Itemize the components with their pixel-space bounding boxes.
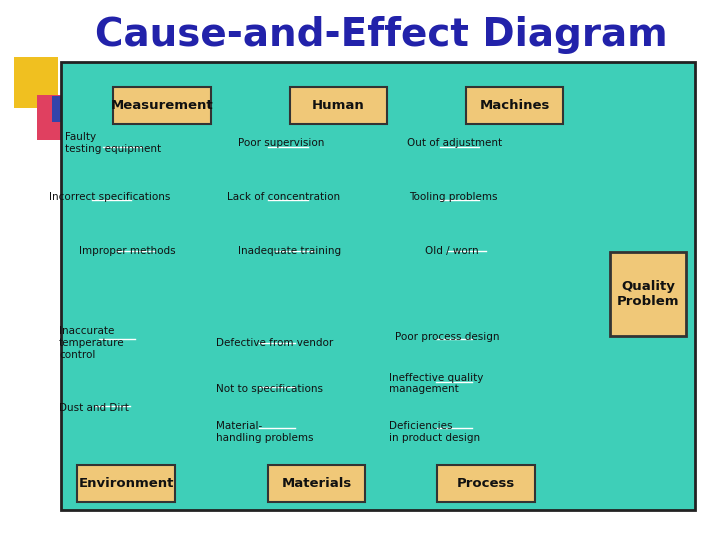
Text: Old / worn: Old / worn [425, 246, 478, 256]
Text: Faulty
testing equipment: Faulty testing equipment [65, 132, 161, 154]
Text: Machines: Machines [480, 99, 550, 112]
Text: Tooling problems: Tooling problems [409, 192, 498, 202]
Text: Ineffective quality
management: Ineffective quality management [389, 373, 483, 394]
Text: Dust and Dirt: Dust and Dirt [59, 403, 129, 413]
Text: Not to specifications: Not to specifications [216, 384, 323, 394]
Text: Materials: Materials [282, 477, 352, 490]
Text: Out of adjustment: Out of adjustment [407, 138, 502, 148]
Text: Poor supervision: Poor supervision [238, 138, 324, 148]
Text: Incorrect specifications: Incorrect specifications [49, 192, 171, 202]
Text: Poor process design: Poor process design [395, 333, 499, 342]
Text: Lack of concentration: Lack of concentration [227, 192, 340, 202]
Text: Inaccurate
temperature
control: Inaccurate temperature control [59, 326, 125, 360]
Text: Quality
Problem: Quality Problem [617, 280, 679, 308]
Text: Process: Process [457, 477, 515, 490]
Text: Environment: Environment [78, 477, 174, 490]
Text: Cause-and-Effect Diagram: Cause-and-Effect Diagram [95, 16, 668, 54]
Text: Human: Human [312, 99, 365, 112]
Text: Defective from vendor: Defective from vendor [216, 338, 333, 348]
Text: Inadequate training: Inadequate training [238, 246, 341, 256]
Text: Improper methods: Improper methods [79, 246, 176, 256]
Text: Deficiencies
in product design: Deficiencies in product design [389, 421, 480, 443]
Text: Measurement: Measurement [111, 99, 213, 112]
Text: Material-
handling problems: Material- handling problems [216, 421, 313, 443]
